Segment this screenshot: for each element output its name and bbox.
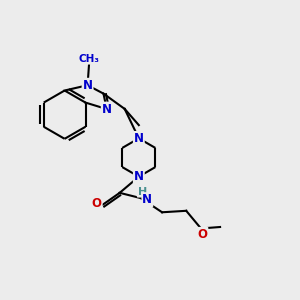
Text: O: O bbox=[197, 228, 207, 241]
Text: N: N bbox=[142, 193, 152, 206]
Text: H: H bbox=[138, 187, 147, 197]
Text: N: N bbox=[82, 79, 93, 92]
Text: N: N bbox=[134, 170, 144, 183]
Text: N: N bbox=[134, 132, 144, 145]
Text: O: O bbox=[92, 197, 102, 210]
Text: CH₃: CH₃ bbox=[79, 54, 100, 64]
Text: N: N bbox=[102, 103, 112, 116]
